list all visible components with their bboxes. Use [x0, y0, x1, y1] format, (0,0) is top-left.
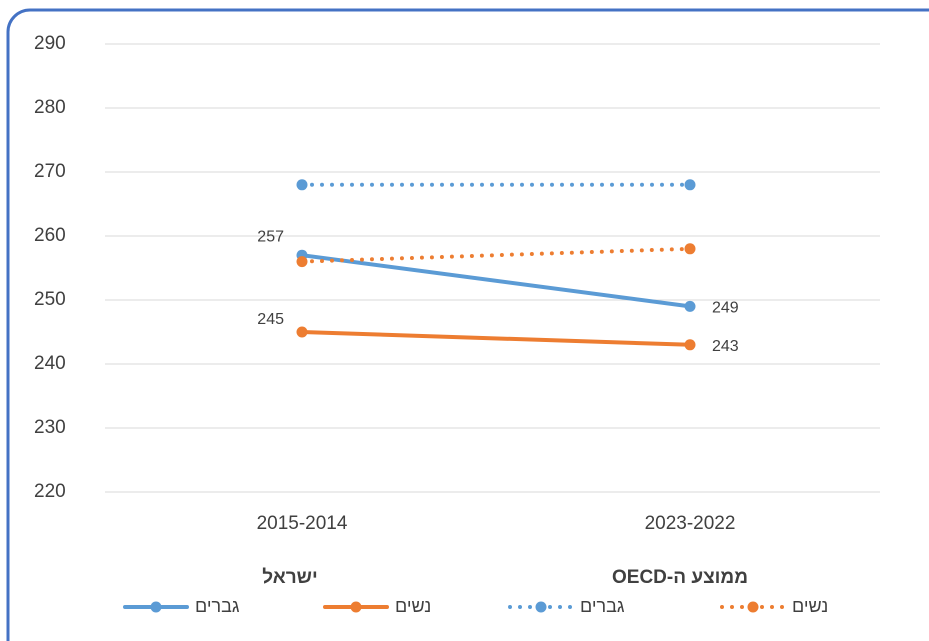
data-point: [684, 243, 696, 255]
legend-marker: [150, 601, 162, 613]
data-point: [684, 179, 696, 191]
legend-marker: [747, 601, 759, 613]
y-tick-label: 250: [34, 289, 66, 310]
legend-label: גברים: [195, 596, 240, 616]
y-tick-label: 290: [34, 33, 66, 54]
x-tick-label: 2015-2014: [257, 513, 348, 534]
y-tick-label: 240: [34, 353, 66, 374]
data-label: 243: [712, 338, 739, 355]
data-point: [296, 179, 308, 191]
y-tick-label: 260: [34, 225, 66, 246]
data-point: [684, 300, 696, 312]
legend-marker: [350, 601, 362, 613]
legend-marker: [535, 601, 547, 613]
legend-group-title: ישראל: [262, 567, 317, 588]
series-line: [300, 253, 692, 309]
series-line: [300, 330, 692, 347]
y-tick-label: 270: [34, 161, 66, 182]
legend-label: נשים: [395, 596, 431, 616]
data-point: [296, 256, 308, 268]
data-point: [296, 326, 308, 338]
y-tick-label: 220: [34, 481, 66, 502]
data-label: 245: [257, 311, 284, 328]
y-tick-label: 230: [34, 417, 66, 438]
x-tick-label: 2023-2022: [645, 513, 736, 534]
data-label: 249: [712, 300, 739, 317]
chart-frame: [6, 8, 929, 641]
data-label: 257: [257, 228, 284, 245]
data-point: [684, 339, 696, 351]
legend-group-title: ממוצע ה-OECD: [612, 567, 748, 588]
legend-label: נשים: [792, 596, 828, 616]
y-tick-label: 280: [34, 97, 66, 118]
legend-label: גברים: [580, 596, 625, 616]
